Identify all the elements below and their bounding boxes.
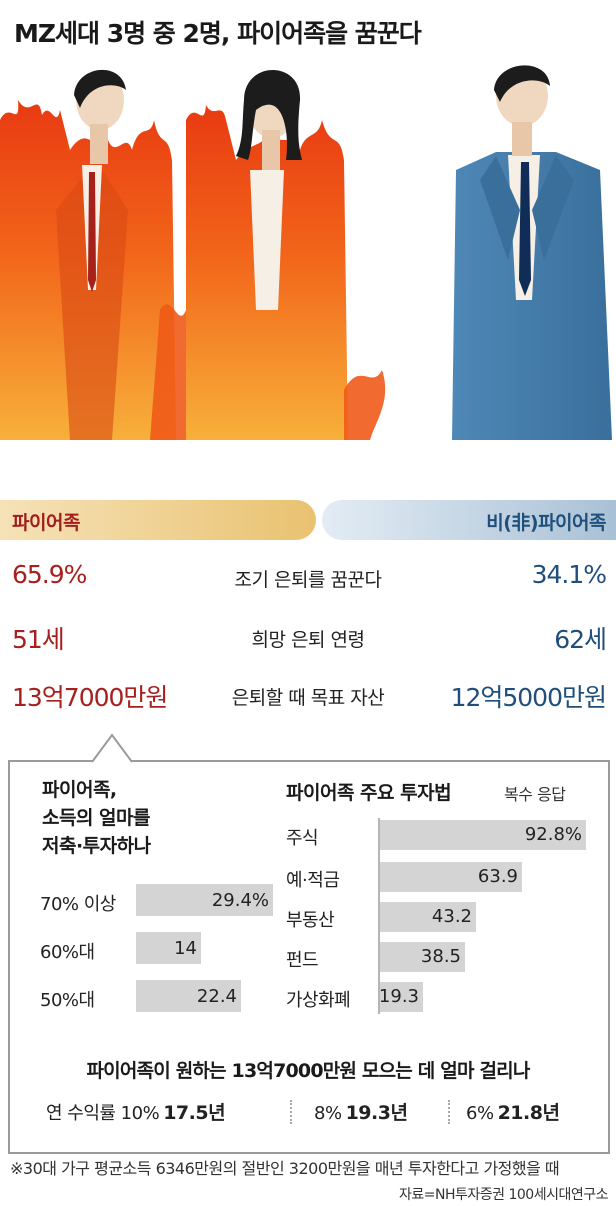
time-to-goal-row: 연 수익률 10% 17.5년 8% 19.3년 6% 21.8년 xyxy=(8,1098,608,1128)
years-needed: 21.8년 xyxy=(497,1102,560,1124)
non-fire-group-label: 비(非)파이어족 xyxy=(486,512,606,534)
investment-category-label: 펀드 xyxy=(286,950,319,971)
blue-suit-man-figure xyxy=(452,65,612,440)
savings-title-line: 소득의 얼마를 xyxy=(42,807,151,829)
investment-chart-axis xyxy=(378,818,380,1014)
comparison-row-early-retirement: 65.9% 조기 은퇴를 꿈꾼다 34.1% xyxy=(0,560,616,600)
non-fire-value: 12억5000만원 xyxy=(450,683,607,712)
divider xyxy=(290,1100,292,1124)
return-rate: 8% xyxy=(314,1103,342,1124)
investment-value-label: 19.3 xyxy=(378,986,419,1007)
fire-group-label: 파이어족 xyxy=(12,512,80,534)
investment-value-label: 43.2 xyxy=(431,906,472,927)
investment-bar xyxy=(380,902,476,932)
savings-bar-row: 70% 이상 29.4% xyxy=(40,884,273,916)
savings-value-label: 14 xyxy=(174,938,197,959)
savings-title-line: 저축·투자하나 xyxy=(42,835,151,857)
non-fire-group-header: 비(非)파이어족 xyxy=(322,500,616,540)
fire-value: 65.9% xyxy=(12,560,87,589)
time-item-8pct: 8% 19.3년 xyxy=(314,1098,408,1125)
savings-title-line: 파이어족, xyxy=(42,779,117,801)
investment-category-label: 주식 xyxy=(286,828,319,849)
savings-category-label: 70% 이상 xyxy=(40,894,116,915)
savings-bar xyxy=(136,884,273,916)
source-credit: 자료=NH투자증권 100세시대연구소 xyxy=(399,1187,608,1203)
return-rate: 6% xyxy=(466,1103,494,1124)
savings-bar xyxy=(136,980,241,1012)
investment-category-label: 부동산 xyxy=(286,910,335,931)
investment-value-label: 92.8% xyxy=(524,824,582,845)
years-needed: 17.5년 xyxy=(163,1102,226,1124)
savings-bar-row: 50%대 22.4 xyxy=(40,980,260,1012)
page-title: MZ세대 3명 중 2명, 파이어족을 꿈꾼다 xyxy=(14,19,422,48)
savings-bar-row: 60%대 14 xyxy=(40,932,260,964)
investment-bar-row: 펀드 38.5 xyxy=(286,942,596,972)
savings-value-label: 22.4 xyxy=(196,986,237,1007)
investment-value-label: 38.5 xyxy=(420,946,461,967)
investment-bar xyxy=(380,820,586,850)
investment-bar-row: 가상화폐 19.3 xyxy=(286,982,596,1012)
savings-category-label: 50%대 xyxy=(40,990,95,1011)
investment-bar xyxy=(380,942,465,972)
investment-bar xyxy=(380,862,522,892)
fire-value: 13억7000만원 xyxy=(12,683,168,712)
investment-value-label: 63.9 xyxy=(477,866,518,887)
comparison-label: 조기 은퇴를 꿈꾼다 xyxy=(234,569,382,591)
illustration-business-people xyxy=(0,65,612,440)
time-to-goal-title: 파이어족이 원하는 13억7000만원 모으는 데 얼마 걸리나 xyxy=(86,1060,530,1082)
investment-chart-title: 파이어족 주요 투자법 xyxy=(286,782,452,804)
flaming-man-left-figure xyxy=(0,69,176,440)
footnote: ※30대 가구 평균소득 6346만원의 절반인 3200만원을 매년 투자한다… xyxy=(10,1159,560,1178)
callout-pointer xyxy=(92,733,132,763)
time-item-6pct: 6% 21.8년 xyxy=(466,1098,560,1125)
savings-bar xyxy=(136,932,201,964)
return-rate: 연 수익률 10% xyxy=(46,1103,160,1124)
investment-bar-row: 주식 92.8% xyxy=(286,820,596,850)
non-fire-value: 34.1% xyxy=(531,560,607,589)
non-fire-value: 62세 xyxy=(554,625,607,654)
investment-chart-subtitle: 복수 응답 xyxy=(504,785,566,804)
comparison-label: 은퇴할 때 목표 자산 xyxy=(231,687,385,709)
comparison-row-retirement-age: 51세 희망 은퇴 연령 62세 xyxy=(0,620,616,660)
savings-category-label: 60%대 xyxy=(40,942,95,963)
investment-category-label: 예·적금 xyxy=(286,870,340,891)
fire-group-header: 파이어족 xyxy=(0,500,316,540)
comparison-label: 희망 은퇴 연령 xyxy=(251,629,365,651)
time-item-10pct: 연 수익률 10% 17.5년 xyxy=(46,1098,226,1125)
fire-value: 51세 xyxy=(12,625,65,654)
savings-chart-title: 파이어족, 소득의 얼마를 저축·투자하나 xyxy=(42,776,262,860)
investment-bar-row: 부동산 43.2 xyxy=(286,902,596,932)
divider xyxy=(448,1100,450,1124)
investment-bar-row: 예·적금 63.9 xyxy=(286,862,596,892)
flaming-woman-figure xyxy=(150,70,386,440)
savings-value-label: 29.4% xyxy=(211,890,269,911)
investment-bar xyxy=(380,982,423,1012)
comparison-row-target-assets: 13억7000만원 은퇴할 때 목표 자산 12억5000만원 xyxy=(0,678,616,718)
years-needed: 19.3년 xyxy=(345,1102,408,1124)
investment-category-label: 가상화폐 xyxy=(286,990,351,1011)
